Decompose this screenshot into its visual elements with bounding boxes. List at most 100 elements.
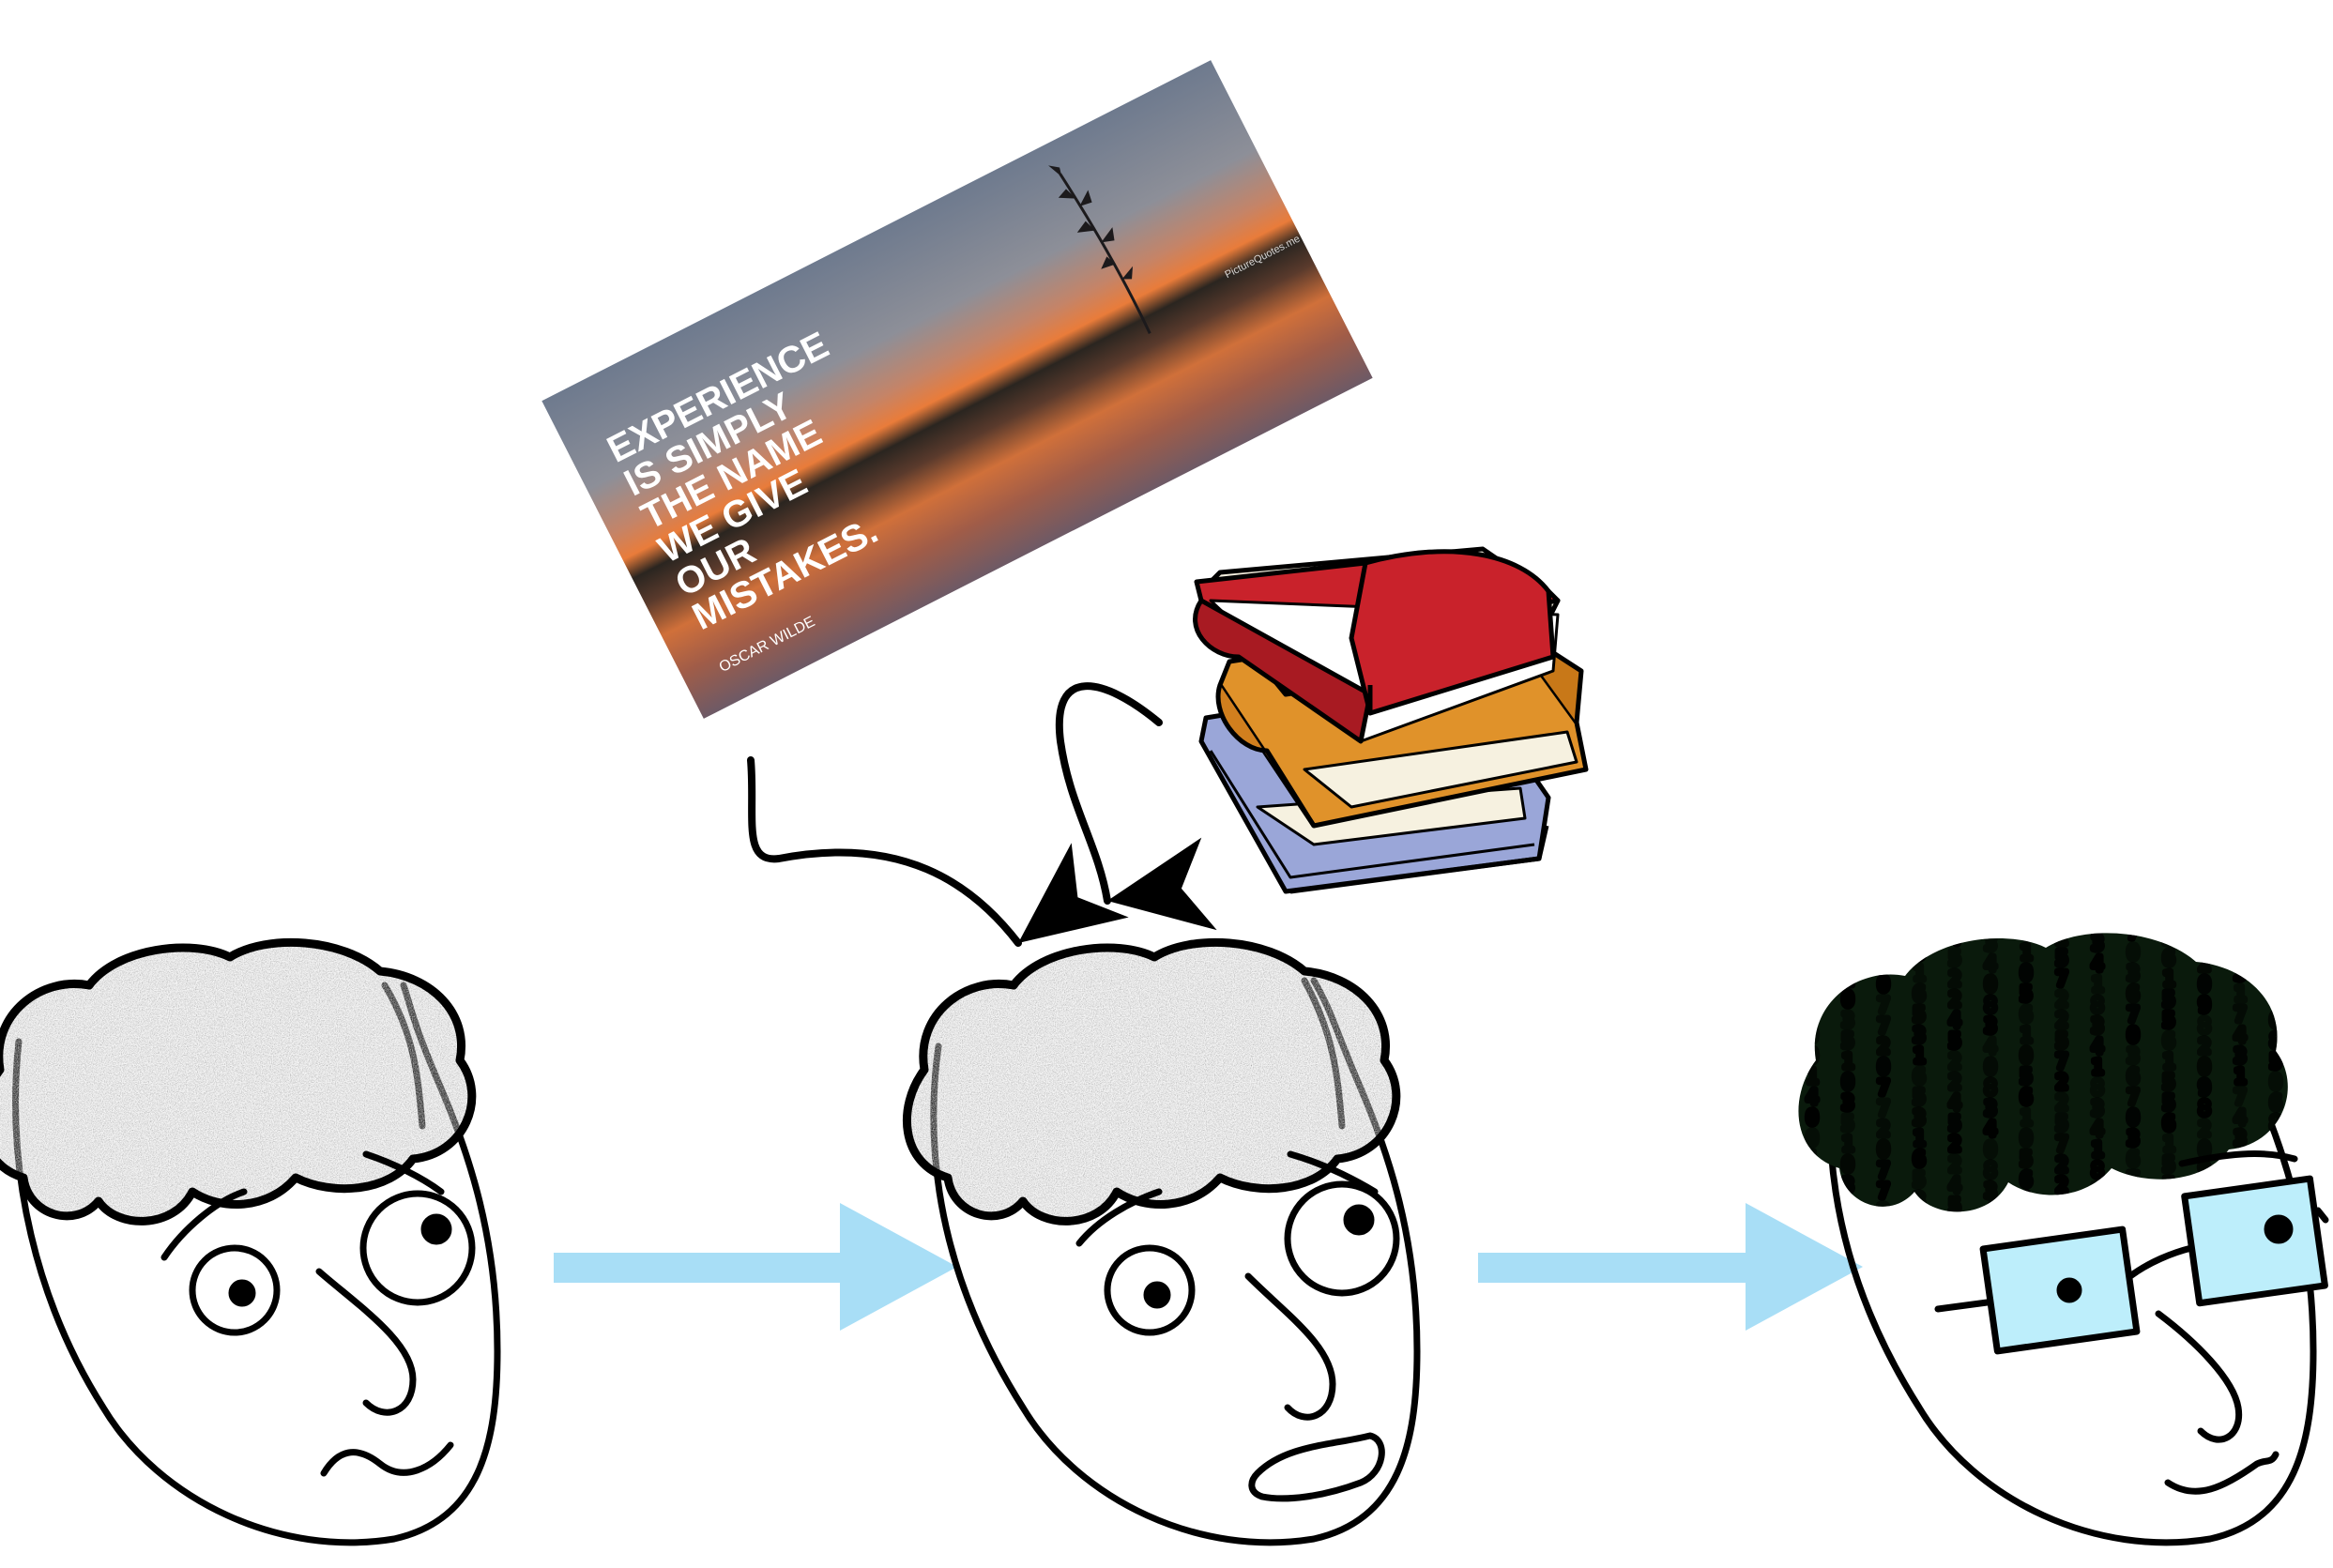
matrix-digit: 4 [1949,926,1960,949]
matrix-digit: 3 [2234,1127,2246,1149]
matrix-digit: 7 [1878,1159,1889,1181]
matrix-digit: 0 [1807,962,1818,984]
matrix-digit: 4 [1949,1009,1960,1031]
matrix-digit: 0 [2199,1056,2210,1078]
glasses-head-icon: 4001400140014035103510351035720772077207… [1798,921,2329,1546]
matrix-digit: 1 [2234,982,2246,1005]
matrix-digit: 5 [1949,1112,1960,1134]
matrix-digit: 0 [1985,973,1996,996]
matrix-brain-icon: 4001400140014035103510351035720772077207… [1798,921,2288,1223]
matrix-digit: 0 [1807,1044,1818,1067]
matrix-digit: 5 [2020,982,2032,1005]
matrix-digit: 0 [1807,1024,1818,1046]
matrix-digit: 3 [2092,932,2103,954]
matrix-digit: 5 [2163,1153,2174,1176]
matrix-digit: 0 [2020,962,2032,984]
matrix-digit: 1 [2234,1065,2246,1088]
matrix-digit: 0 [1842,1153,1853,1176]
matrix-digit: 6 [2163,1195,2174,1217]
matrix-digit: 0 [2270,988,2281,1011]
matrix-digit: 0 [1985,1138,1996,1161]
matrix-digit: 8 [2199,1097,2210,1119]
matrix-digit: 3 [1914,1189,1925,1211]
matrix-digit: 0 [1878,973,1889,996]
matrix-digit: 1 [2092,1138,2103,1161]
matrix-digit: 4 [1807,1168,1818,1191]
matrix-digit: 5 [2163,1091,2174,1114]
matrix-digit: 2 [1949,967,1960,990]
matrix-digit: 6 [2163,1112,2174,1134]
matrix-digit: 1 [1842,1133,1853,1155]
matrix-digit: 2 [2199,1118,2210,1140]
matrix-digit: 7 [2234,1003,2246,1026]
matrix-digit: 8 [2270,947,2281,969]
matrix-digit: 2 [1878,1118,1889,1140]
matrix-digit: 2 [2056,1071,2067,1093]
matrix-digit: 3 [2127,962,2139,984]
matrix-digit: 4 [2234,941,2246,964]
matrix-digit: 1 [2020,1024,2032,1046]
matrix-digit: 4 [2234,1024,2246,1046]
matrix-digit: 5 [2020,1148,2032,1170]
matrix-digit: 6 [2020,1003,2032,1026]
gray-brain-icon [0,937,477,1225]
books-arrow [1055,682,1217,931]
glasses-icon [1934,1175,2329,1355]
matrix-digit: 0 [1985,1056,1996,1078]
matrix-digit: 1 [2092,1056,2103,1078]
matrix-digit: 2 [1949,988,1960,1011]
matrix-digit: 4 [1807,1003,1818,1026]
matrix-digit: 0 [2127,1189,2139,1211]
matrix-digit: 2 [1949,1071,1960,1093]
matrix-digit: 4 [2092,1118,2103,1140]
matrix-digit: 6 [2020,1168,2032,1191]
matrix-digit: 4 [2092,1035,2103,1058]
worried-head-icon [902,937,1421,1546]
matrix-digit: 2 [2199,1035,2210,1058]
matrix-digit: 7 [1878,1014,1889,1037]
matrix-digit: 1 [2092,973,2103,996]
matrix-digit: 5 [1842,947,1853,969]
matrix-digit: 4 [2092,1200,2103,1223]
matrix-digit: 5 [2163,926,2174,949]
plant-silhouette-icon [1048,165,1151,334]
matrix-digit: 7 [1878,932,1889,954]
gray-brain-icon [902,937,1401,1225]
matrix-digit: 8 [2199,1014,2210,1037]
matrix-digit: 1 [2163,1050,2174,1073]
matrix-digit: 0 [2127,941,2139,964]
knowledge-arrows [747,682,1217,947]
matrix-digit: 1 [1914,962,1925,984]
matrix-digit: 4 [1985,1035,1996,1058]
matrix-digit: 4 [1949,1174,1960,1196]
matrix-digit: 3 [2234,962,2246,984]
matrix-digit: 1 [1807,982,1818,1005]
matrix-digit: 3 [1914,941,1925,964]
matrix-digit: 0 [2199,973,2210,996]
matrix-digit: 2 [1878,952,1889,975]
matrix-digit: 4 [1985,952,1996,975]
matrix-digit: 2 [2056,926,2067,949]
matrix-digit: 0 [2020,1044,2032,1067]
matrix-digit: 5 [2270,1050,2281,1073]
matrix-digit: 4 [1807,1086,1818,1108]
matrix-digit: 3 [2092,1097,2103,1119]
matrix-digit: 6 [2020,921,2032,943]
matrix-digit: 5 [2163,1009,2174,1031]
matrix-digit: 3 [1914,1024,1925,1046]
matrix-digit: 5 [2056,947,2067,969]
matrix-digit: 2 [2056,1009,2067,1031]
matrix-digit: 0 [2127,1106,2139,1129]
quote-card: EXPERIENCE IS SIMPLY THE NAME WE GIVE OU… [541,60,1373,719]
matrix-digit: 6 [1914,1148,1925,1170]
matrix-digit: 3 [2234,1044,2246,1067]
matrix-digit: 7 [2127,1086,2139,1108]
matrix-digit: 2 [2199,952,2210,975]
matrix-digit: 4 [2092,952,2103,975]
matrix-digit: 2 [1949,1153,1960,1176]
matrix-digit: 5 [2020,1065,2032,1088]
matrix-digit: 5 [1914,1003,1925,1026]
matrix-digit: 5 [1842,1195,1853,1217]
progress-arrow-2 [1478,1203,1863,1331]
